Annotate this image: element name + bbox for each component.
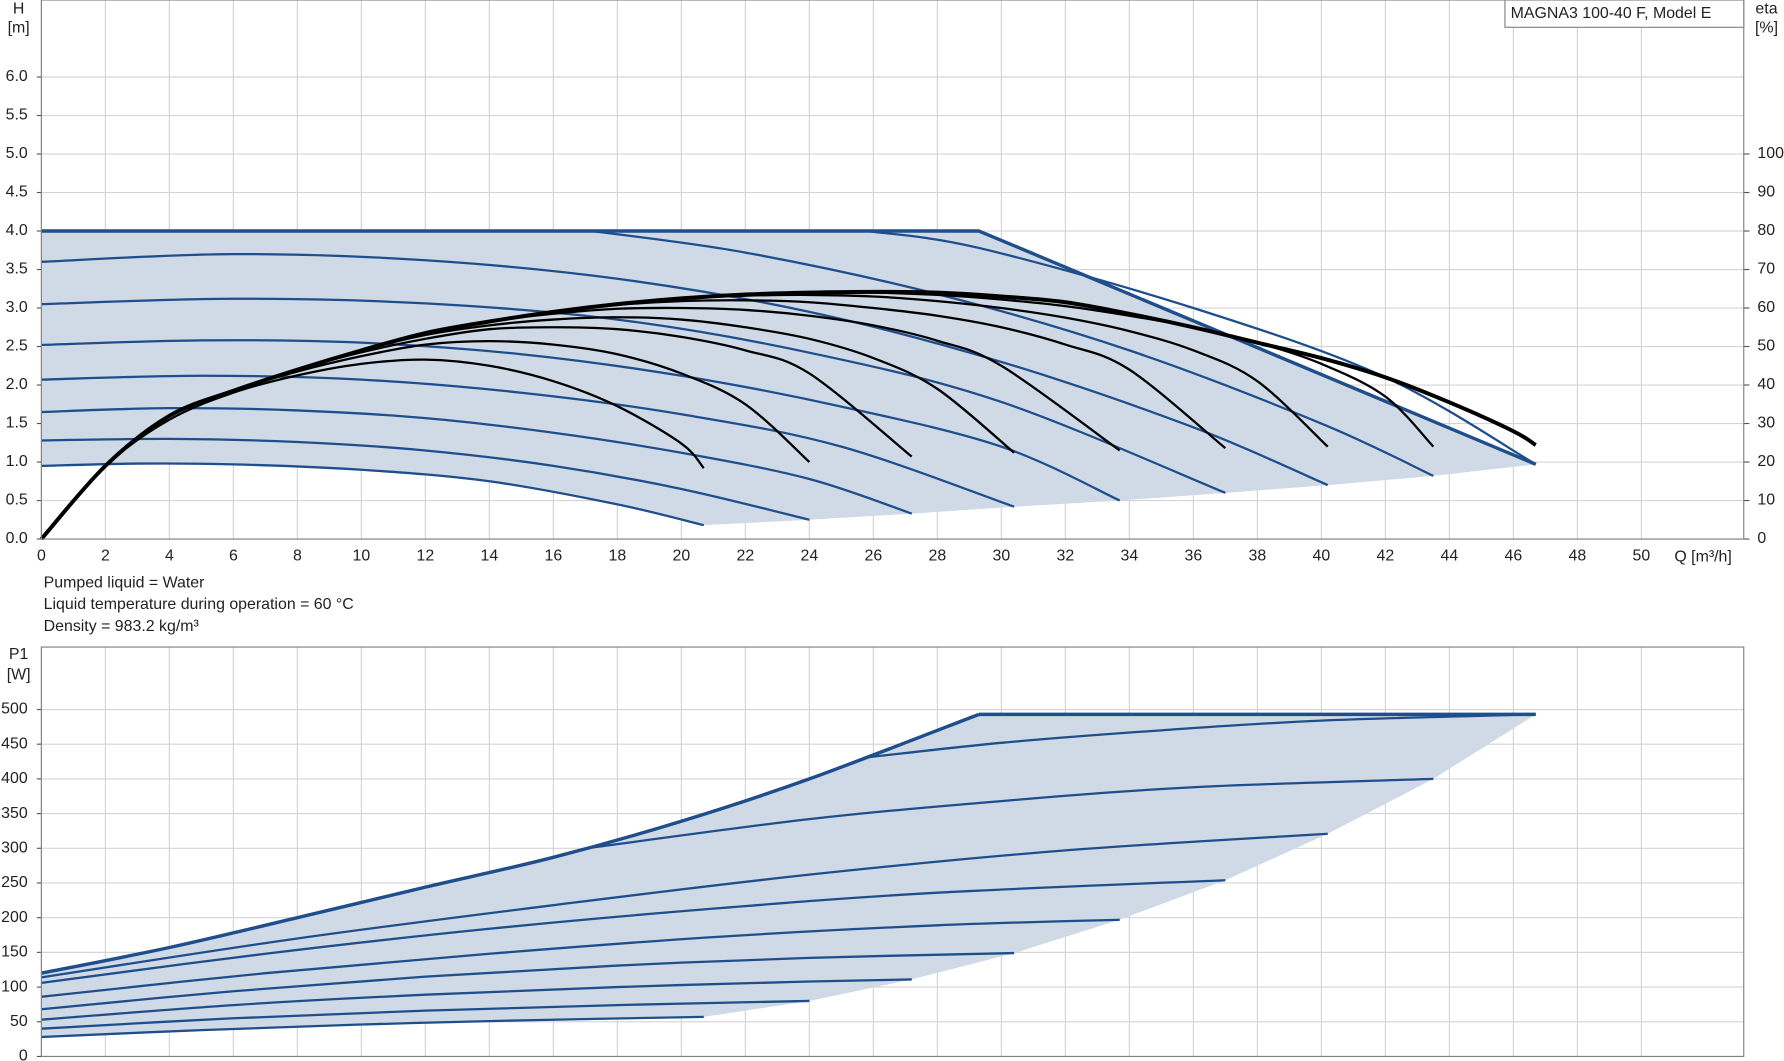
y2-axis-unit: [%]: [1755, 20, 1778, 37]
x-tick-label: 46: [1505, 547, 1523, 564]
x-tick-label: 48: [1569, 547, 1587, 564]
x-tick-label: 32: [1057, 547, 1075, 564]
x-tick-label: 26: [865, 547, 883, 564]
y2-tick-label: 20: [1757, 453, 1775, 470]
y-tick-label: 50: [10, 1013, 28, 1030]
y-tick-label: 100: [1, 978, 28, 995]
y-tick-label: 3.5: [6, 261, 28, 278]
y-tick-label: 500: [1, 701, 28, 718]
plot-frame: [40, 0, 1745, 540]
x-tick-label: 24: [801, 547, 819, 564]
x-tick-label: 4: [165, 547, 174, 564]
x-tick-label: 0: [37, 547, 46, 564]
curve: [41, 229, 1537, 466]
y-tick-label: 4.0: [6, 222, 28, 239]
chart-title: MAGNA3 100-40 F, Model E: [1511, 5, 1712, 22]
x-tick-label: 22: [737, 547, 755, 564]
y-tick-label: 5.0: [6, 145, 28, 162]
operating-area: [41, 231, 1536, 526]
curve: [41, 918, 1120, 998]
x-tick-label: 40: [1313, 547, 1331, 564]
y-tick-label: 0.5: [6, 492, 28, 509]
x-tick-label: 16: [545, 547, 563, 564]
x-tick-label: 8: [293, 547, 302, 564]
y-tick-label: 450: [1, 735, 28, 752]
title-box: [1504, 0, 1745, 28]
curve: [41, 462, 705, 527]
curve: [41, 999, 810, 1030]
curve: [41, 978, 912, 1021]
x-axis-label: Q [m³/h]: [1674, 548, 1731, 565]
y2-axis-label: eta: [1755, 0, 1777, 17]
y-tick-label: 250: [1, 874, 28, 891]
y2-tick-label: 0: [1757, 530, 1766, 547]
curve: [41, 951, 1015, 1011]
y-axis-unit: [m]: [8, 20, 30, 37]
x-tick-label: 30: [993, 547, 1011, 564]
x-tick-label: 34: [1121, 547, 1139, 564]
y-tick-label: 0.0: [6, 530, 28, 547]
curve: [866, 713, 1536, 759]
y2-tick-label: 100: [1757, 145, 1784, 162]
curve: [591, 777, 1434, 849]
y2-tick-label: 30: [1757, 415, 1775, 432]
x-tick-label: 28: [929, 547, 947, 564]
y-tick-label: 300: [1, 839, 28, 856]
x-tick-label: 18: [609, 547, 627, 564]
y-tick-label: 1.0: [6, 453, 28, 470]
x-tick-label: 42: [1377, 547, 1395, 564]
x-tick-label: 38: [1249, 547, 1267, 564]
x-tick-label: 6: [229, 547, 238, 564]
curve: [41, 437, 810, 521]
y2-tick-label: 40: [1757, 376, 1775, 393]
curve: [41, 879, 1226, 985]
y2-tick-label: 90: [1757, 184, 1775, 201]
y-tick-label: 5.5: [6, 107, 28, 124]
y2-tick-label: 10: [1757, 492, 1775, 509]
y2-tick-label: 80: [1757, 222, 1775, 239]
curve: [41, 712, 980, 975]
y-tick-label: 150: [1, 944, 28, 961]
curve: [591, 229, 1434, 477]
y-tick-label: 4.5: [6, 184, 28, 201]
y-tick-label: 200: [1, 909, 28, 926]
y-axis-label: H: [13, 0, 24, 17]
curve: [41, 339, 1121, 502]
y-tick-label: 2.0: [6, 376, 28, 393]
note: Pumped liquid = Water: [44, 575, 205, 592]
x-tick-label: 44: [1441, 547, 1459, 564]
y-tick-label: 400: [1, 770, 28, 787]
y-tick-label: 1.5: [6, 415, 28, 432]
curve: [39, 289, 1537, 541]
x-tick-label: 20: [673, 547, 691, 564]
x-tick-label: 10: [353, 547, 371, 564]
y-tick-label: 0: [19, 1048, 28, 1061]
operating-area: [41, 714, 1536, 1038]
note: Liquid temperature during operation = 60…: [44, 596, 354, 613]
curve: [40, 358, 705, 540]
y-axis-label: P1: [9, 646, 29, 663]
y-tick-label: 350: [1, 805, 28, 822]
x-tick-label: 50: [1633, 547, 1651, 564]
x-tick-label: 14: [481, 547, 499, 564]
y-axis-unit: [W]: [7, 667, 31, 684]
y2-tick-label: 70: [1757, 261, 1775, 278]
note: Density = 983.2 kg/m³: [44, 618, 199, 635]
curve: [41, 1015, 704, 1039]
curve: [41, 297, 1226, 494]
x-tick-label: 36: [1185, 547, 1203, 564]
y-tick-label: 6.0: [6, 68, 28, 85]
x-tick-label: 2: [101, 547, 110, 564]
curve: [41, 832, 1328, 979]
y-tick-label: 2.5: [6, 338, 28, 355]
x-tick-label: 12: [417, 547, 435, 564]
curve: [866, 229, 1537, 466]
y2-tick-label: 60: [1757, 299, 1775, 316]
y-tick-label: 3.0: [6, 299, 28, 316]
y2-tick-label: 50: [1757, 338, 1775, 355]
plot-frame: [40, 646, 1745, 1058]
curve: [41, 374, 1015, 508]
